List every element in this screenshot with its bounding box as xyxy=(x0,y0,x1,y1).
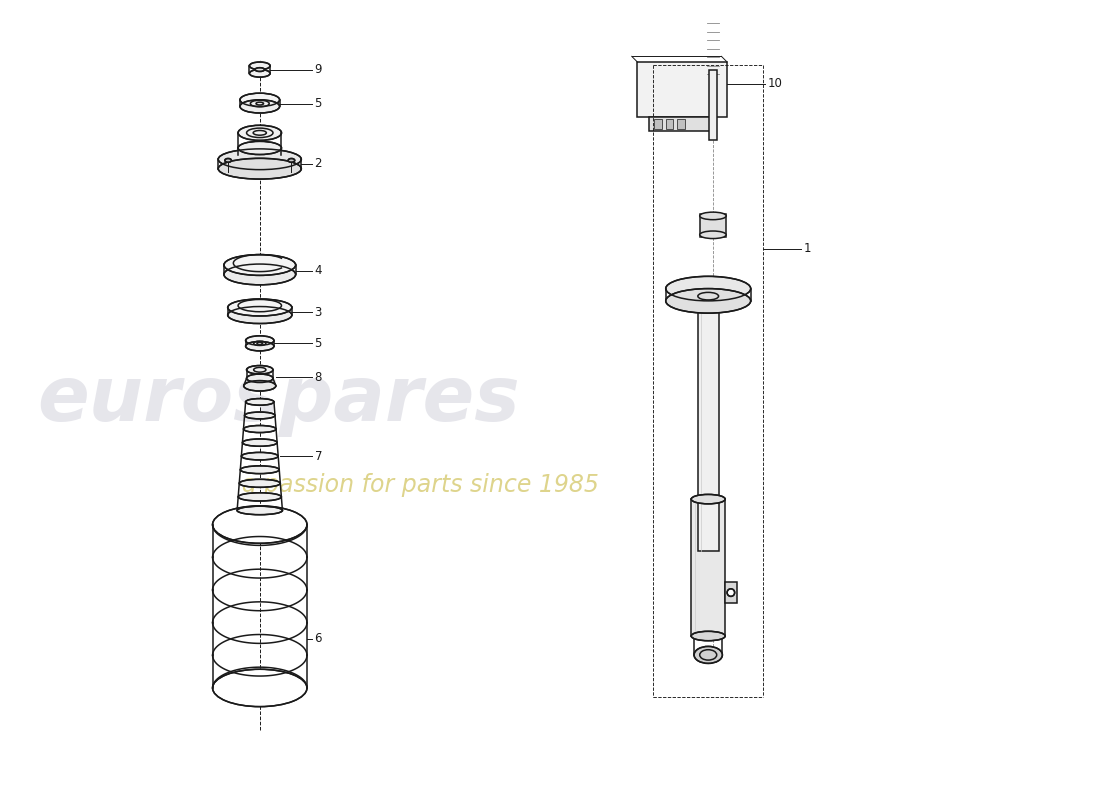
Text: 9: 9 xyxy=(315,63,322,76)
Ellipse shape xyxy=(250,62,271,70)
Bar xyxy=(708,70,717,140)
Ellipse shape xyxy=(246,374,273,382)
Text: 5: 5 xyxy=(315,97,322,110)
Text: 10: 10 xyxy=(768,78,782,90)
Ellipse shape xyxy=(691,631,725,641)
Bar xyxy=(666,118,673,129)
Ellipse shape xyxy=(666,276,750,301)
Text: 5: 5 xyxy=(315,337,322,350)
Ellipse shape xyxy=(246,366,273,374)
Ellipse shape xyxy=(239,479,280,487)
Text: 2: 2 xyxy=(315,158,322,170)
Ellipse shape xyxy=(240,93,279,106)
Ellipse shape xyxy=(245,336,274,346)
Ellipse shape xyxy=(288,158,295,162)
Ellipse shape xyxy=(666,289,750,313)
Ellipse shape xyxy=(218,158,301,179)
Ellipse shape xyxy=(243,426,276,433)
Ellipse shape xyxy=(218,149,301,170)
Bar xyxy=(678,118,684,129)
Ellipse shape xyxy=(727,589,735,596)
Ellipse shape xyxy=(691,494,725,504)
Ellipse shape xyxy=(224,158,231,162)
Text: eurospares: eurospares xyxy=(37,363,520,437)
Ellipse shape xyxy=(255,68,264,71)
Ellipse shape xyxy=(700,212,726,220)
Text: 3: 3 xyxy=(315,306,322,318)
Text: 7: 7 xyxy=(315,450,322,462)
Ellipse shape xyxy=(224,254,296,275)
Ellipse shape xyxy=(242,439,277,446)
Bar xyxy=(649,117,716,131)
Text: a passion for parts since 1985: a passion for parts since 1985 xyxy=(242,473,598,497)
Ellipse shape xyxy=(245,398,274,405)
Ellipse shape xyxy=(228,299,292,316)
Ellipse shape xyxy=(700,231,726,238)
Ellipse shape xyxy=(241,452,278,460)
Ellipse shape xyxy=(238,142,282,154)
Bar xyxy=(637,62,727,117)
Ellipse shape xyxy=(244,412,275,419)
Text: 6: 6 xyxy=(315,633,322,646)
Ellipse shape xyxy=(240,100,279,113)
Bar xyxy=(654,118,662,129)
Ellipse shape xyxy=(694,646,723,663)
Ellipse shape xyxy=(228,306,292,323)
Ellipse shape xyxy=(212,670,307,706)
Ellipse shape xyxy=(212,506,307,543)
Ellipse shape xyxy=(244,381,276,391)
Ellipse shape xyxy=(239,493,282,501)
Bar xyxy=(725,582,737,603)
Ellipse shape xyxy=(245,342,274,351)
Ellipse shape xyxy=(250,70,271,77)
Bar xyxy=(691,499,725,636)
Ellipse shape xyxy=(238,506,283,514)
Ellipse shape xyxy=(238,126,282,140)
Text: 8: 8 xyxy=(315,371,322,384)
Text: 4: 4 xyxy=(315,264,322,277)
Ellipse shape xyxy=(240,466,279,474)
Bar xyxy=(700,214,726,237)
Ellipse shape xyxy=(224,264,296,285)
Bar xyxy=(697,301,718,551)
Text: 1: 1 xyxy=(804,242,811,255)
